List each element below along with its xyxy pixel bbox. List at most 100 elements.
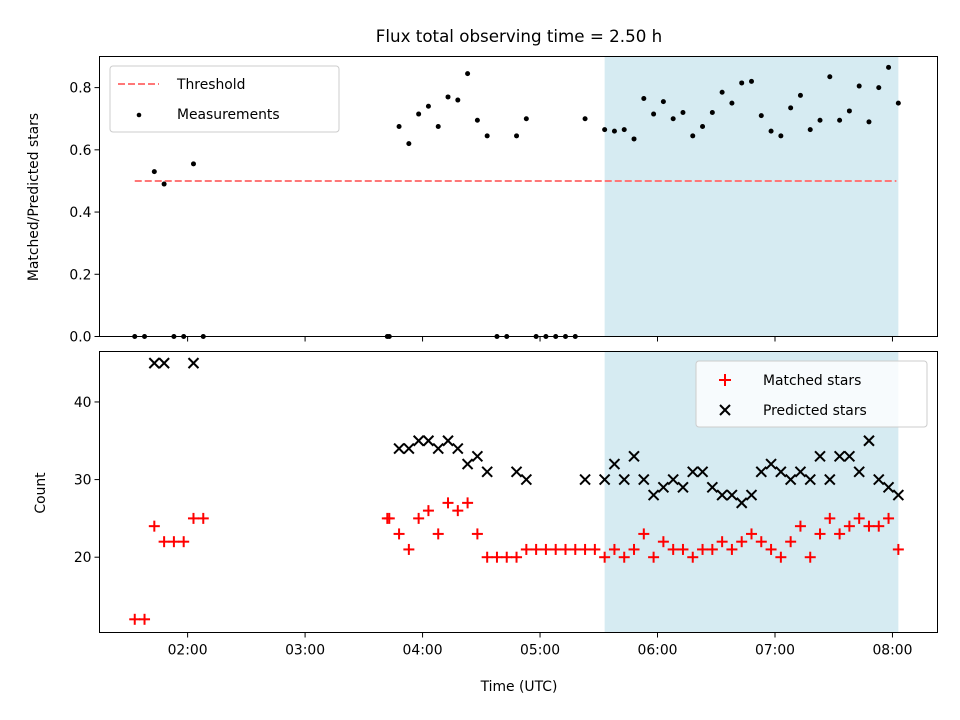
predicted-star-point <box>403 442 415 455</box>
measurement-point <box>846 108 852 114</box>
x-tick-label: 07:00 <box>755 643 795 659</box>
matched-star-point <box>843 520 855 532</box>
predicted-star-point <box>158 357 170 369</box>
legend-predicted-swatch <box>719 404 731 416</box>
matched-star-point <box>599 551 611 563</box>
bottom-legend: Matched stars Predicted stars <box>695 360 928 428</box>
predicted-star-point <box>628 450 640 462</box>
predicted-star-point <box>510 466 523 478</box>
measurement-point <box>514 133 520 139</box>
matched-star-point <box>785 536 797 548</box>
measurement-point <box>161 181 167 187</box>
measurement-point <box>641 96 647 101</box>
matched-star-point <box>158 536 170 548</box>
predicted-star-point <box>726 489 738 501</box>
predicted-star-point <box>824 473 836 486</box>
measurement-point <box>700 124 706 129</box>
matched-star-point <box>197 512 209 524</box>
predicted-star-point <box>432 442 444 455</box>
measurement-point <box>523 116 529 122</box>
measurement-point <box>709 110 715 115</box>
predicted-star-point <box>481 466 493 478</box>
x-tick-label: 05:00 <box>520 643 560 659</box>
predicted-star-point <box>148 357 161 369</box>
x-axis-label: Time (UTC) <box>480 679 558 695</box>
top-y-axis-label: Matched/Predicted stars <box>26 113 42 281</box>
matched-star-point <box>178 536 190 548</box>
matched-star-point <box>148 520 160 532</box>
legend-predicted-label: Predicted stars <box>763 403 867 419</box>
matched-star-point <box>804 551 816 563</box>
matched-star-point <box>129 613 141 625</box>
matched-star-point <box>814 528 826 540</box>
matched-star-point <box>736 536 748 548</box>
measurement-point <box>396 124 402 129</box>
matched-star-point <box>501 551 513 563</box>
matched-star-point <box>139 613 151 625</box>
matched-star-point <box>755 536 767 548</box>
top-x-ticks <box>187 336 893 342</box>
matched-star-point <box>452 505 464 517</box>
matched-star-point <box>462 497 474 509</box>
matched-star-point <box>765 543 777 555</box>
matched-star-point <box>657 536 669 548</box>
measurement-point <box>748 78 754 84</box>
matched-star-point <box>834 528 846 540</box>
measurement-point <box>886 64 892 70</box>
matched-star-point <box>883 512 895 524</box>
measurement-point <box>768 128 774 134</box>
bottom-plot-frame <box>99 351 938 633</box>
predicted-star-point <box>863 435 875 447</box>
predicted-star-point <box>667 473 679 486</box>
matched-star-point <box>403 543 415 555</box>
measurement-point <box>435 124 441 129</box>
x-tick-label: 03:00 <box>285 643 325 659</box>
predicted-star-point <box>784 473 797 486</box>
x-tick-label: 08:00 <box>872 643 912 659</box>
measurement-point <box>621 127 627 133</box>
measurement-point <box>690 133 696 139</box>
bottom-x-ticks: 02:00 03:00 04:00 05:00 06:00 07:00 08:00 <box>168 632 912 659</box>
predicted-star-point <box>442 435 454 447</box>
predicted-star-point <box>853 466 865 478</box>
measurement-point <box>837 117 843 123</box>
measurement-point <box>631 136 637 142</box>
measurement-point <box>866 119 872 125</box>
predicted-star-point <box>716 489 728 501</box>
matched-star-point <box>520 543 532 555</box>
matched-star-point <box>648 551 660 563</box>
matched-star-point <box>863 520 875 532</box>
predicted-star-point <box>882 481 895 494</box>
x-tick-label: 02:00 <box>168 643 208 659</box>
measurement-point <box>729 100 735 106</box>
matched-star-point <box>481 551 493 563</box>
matched-star-point <box>775 551 787 563</box>
measurement-point <box>680 110 686 115</box>
matched-star-point <box>873 520 885 532</box>
predicted-star-point <box>520 473 533 486</box>
measurement-point <box>807 127 813 133</box>
measurement-point <box>602 127 608 133</box>
measurement-point <box>474 117 480 123</box>
predicted-star-point <box>638 473 650 486</box>
predicted-star-point <box>696 466 709 478</box>
predicted-star-point <box>657 481 670 494</box>
matched-star-point <box>745 528 757 540</box>
measurement-point <box>739 80 745 86</box>
matched-star-point <box>432 528 444 540</box>
measurement-point <box>465 71 471 77</box>
predicted-star-point <box>608 458 621 470</box>
predicted-star-point <box>775 466 787 478</box>
predicted-star-point <box>706 481 719 494</box>
chart-title: Flux total observing time = 2.50 h <box>376 26 662 46</box>
measurement-point <box>670 116 676 122</box>
matched-star-point <box>726 543 738 555</box>
measurement-point <box>827 74 833 80</box>
matched-star-point <box>697 543 709 555</box>
measurement-point <box>611 128 617 134</box>
x-tick-label: 04:00 <box>403 643 443 659</box>
measurement-point <box>817 117 823 123</box>
y-tick-label: 20 <box>74 550 92 566</box>
matched-star-point <box>187 512 199 524</box>
matched-star-point <box>853 512 865 524</box>
